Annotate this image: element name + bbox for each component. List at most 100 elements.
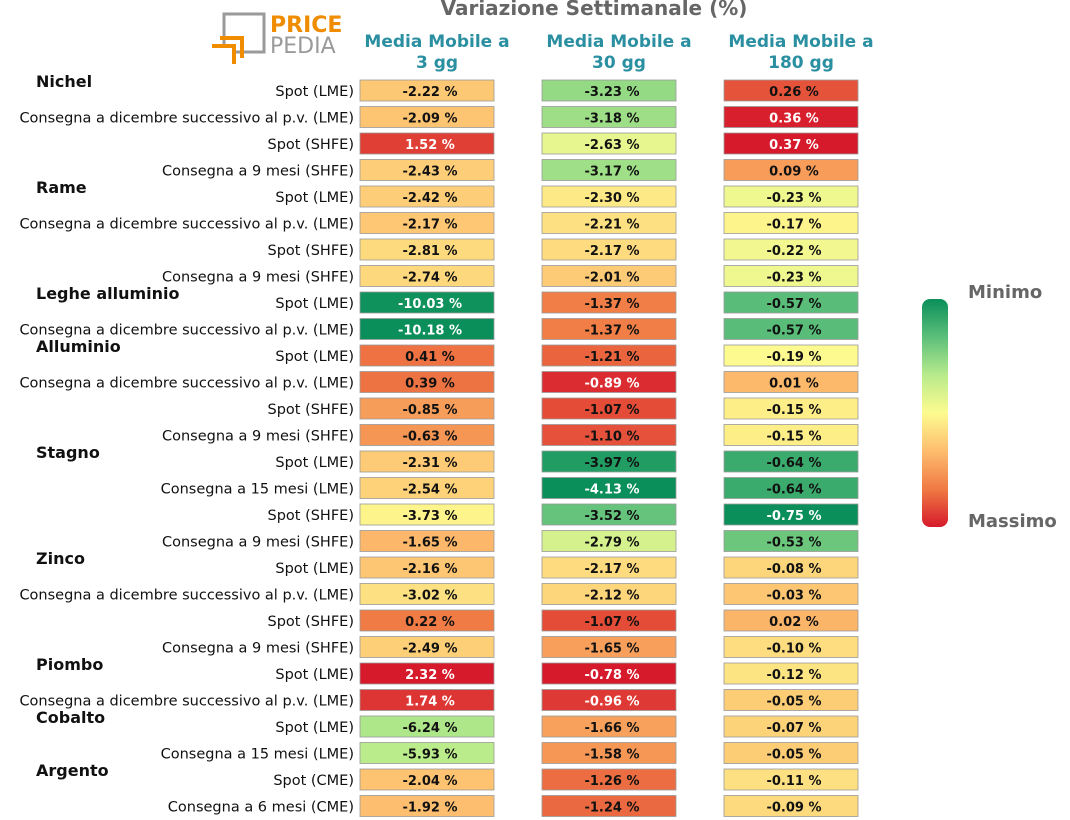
heatmap-cell	[359, 477, 495, 499]
row-label: Spot (LME)	[275, 455, 354, 471]
row-label: Consegna a 9 mesi (SHFE)	[162, 535, 354, 551]
heatmap-cell	[359, 106, 495, 128]
cell-value: -2.63 %	[584, 138, 639, 153]
heatmap-cell	[723, 689, 859, 711]
cell-value: -2.21 %	[584, 218, 639, 233]
heatmap-cell	[723, 397, 859, 420]
cell-value: -0.05 %	[766, 695, 821, 710]
row-label: Spot (LME)	[275, 667, 354, 683]
group-label: Leghe alluminio	[36, 284, 180, 303]
heatmap-cell	[359, 609, 495, 632]
row-label: Spot (LME)	[275, 720, 354, 736]
cell-value: -1.24 %	[584, 801, 639, 816]
heatmap-cell	[541, 79, 677, 102]
cell-value: -0.09 %	[766, 801, 821, 816]
cell-value: -1.07 %	[584, 403, 639, 418]
heatmap-cell	[359, 742, 495, 764]
heatmap-cell	[541, 371, 677, 393]
cell-value: -0.89 %	[584, 377, 639, 392]
cell-value: -0.07 %	[766, 721, 821, 736]
cell-value: 0.41 %	[405, 350, 455, 365]
heatmap-cell	[541, 424, 677, 446]
cell-value: 1.52 %	[405, 138, 455, 153]
heatmap-cell	[723, 795, 859, 817]
heatmap-cell	[541, 556, 677, 579]
cell-value: -0.63 %	[402, 430, 457, 445]
group-label: Argento	[36, 761, 109, 780]
cell-value: -0.64 %	[766, 483, 821, 498]
cell-value: -2.17 %	[402, 218, 457, 233]
heatmap-cell	[723, 609, 859, 632]
heatmap-cell	[359, 318, 495, 340]
cell-value: -0.17 %	[766, 218, 821, 233]
heatmap-cell	[541, 715, 677, 738]
heatmap-cell	[359, 185, 495, 208]
heatmap-cell	[359, 795, 495, 817]
column-header-3gg-line2: 3 gg	[416, 53, 458, 73]
row-label: Consegna a 9 mesi (SHFE)	[162, 164, 354, 180]
column-headers: Media Mobile a 3 gg Media Mobile a 30 gg…	[364, 32, 873, 73]
row-label: Spot (LME)	[275, 84, 354, 100]
heatmap-cell	[359, 424, 495, 446]
heatmap-cell	[359, 291, 495, 314]
heatmap-cell	[359, 689, 495, 711]
row-label: Spot (LME)	[275, 296, 354, 312]
column-header-30gg-line1: Media Mobile a	[546, 32, 691, 52]
heatmap-cell	[359, 662, 495, 685]
heatmap-cell	[723, 132, 859, 155]
heatmap-cell	[541, 609, 677, 632]
row-label: Consegna a dicembre successivo al p.v. (…	[19, 111, 354, 127]
heatmap-cell	[723, 503, 859, 526]
cell-value: -1.65 %	[584, 642, 639, 657]
heatmap-cell	[359, 503, 495, 526]
cell-value: -0.15 %	[766, 430, 821, 445]
heatmap-cell	[359, 371, 495, 393]
row-label: Spot (SHFE)	[268, 402, 355, 418]
heatmap-cell	[723, 636, 859, 658]
cell-value: -0.85 %	[402, 403, 457, 418]
cell-value: -1.66 %	[584, 721, 639, 736]
row-label: Consegna a 15 mesi (LME)	[161, 482, 354, 498]
heatmap-cell	[723, 291, 859, 314]
cell-value: 0.22 %	[405, 615, 455, 630]
heatmap-cell	[723, 530, 859, 552]
cell-value: -0.11 %	[766, 774, 821, 789]
color-legend: Minimo Massimo	[922, 282, 1057, 532]
cell-value: -2.49 %	[402, 642, 457, 657]
heatmap-cell	[723, 662, 859, 685]
cell-value: 0.37 %	[769, 138, 819, 153]
group-label: Cobalto	[36, 708, 105, 727]
cell-value: 0.02 %	[769, 615, 819, 630]
heatmap-cell	[541, 265, 677, 287]
heatmap-cell	[541, 503, 677, 526]
heatmap-cell	[359, 238, 495, 261]
cell-value: -1.92 %	[402, 801, 457, 816]
row-label: Spot (SHFE)	[268, 137, 355, 153]
heatmap-cell	[359, 768, 495, 791]
group-label: Alluminio	[36, 337, 121, 356]
cell-value: -0.53 %	[766, 536, 821, 551]
cell-value: -3.73 %	[402, 509, 457, 524]
column-header-30gg-line2: 30 gg	[592, 53, 646, 73]
heatmap-cell	[723, 265, 859, 287]
group-label: Rame	[36, 178, 87, 197]
heatmap-cell	[723, 371, 859, 393]
group-label: Stagno	[36, 443, 100, 462]
cell-value: -0.96 %	[584, 695, 639, 710]
row-label: Spot (SHFE)	[268, 508, 355, 524]
cell-value: -2.01 %	[584, 271, 639, 286]
cell-value: -1.37 %	[584, 324, 639, 339]
group-label: Nichel	[36, 72, 92, 91]
heatmap-cell	[541, 212, 677, 234]
cell-value: -1.58 %	[584, 748, 639, 763]
cell-value: -1.21 %	[584, 350, 639, 365]
heatmap-rows: Nichel Spot (LME) -2.22 % -3.23 % 0.26 % Cons…	[19, 72, 859, 817]
heatmap-cell	[723, 742, 859, 764]
row-label: Consegna a dicembre successivo al p.v. (…	[19, 323, 354, 339]
heatmap-cell	[541, 106, 677, 128]
legend-colorbar	[922, 299, 948, 527]
heatmap-cell	[723, 556, 859, 579]
heatmap-cell	[541, 795, 677, 817]
cell-value: -0.08 %	[766, 562, 821, 577]
